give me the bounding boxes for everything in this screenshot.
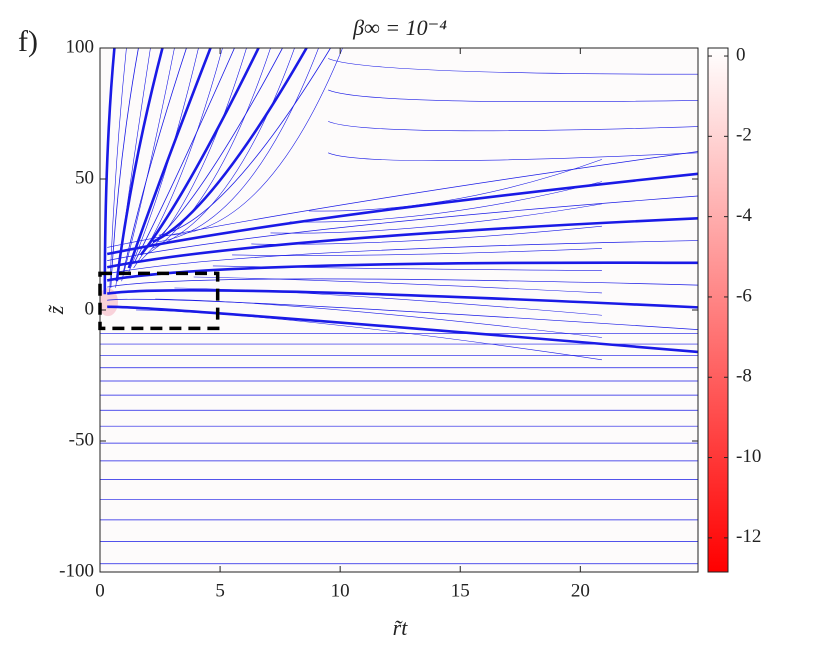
contour-line <box>232 248 602 256</box>
x-tick-label: 20 <box>571 580 590 601</box>
contour-line <box>328 121 698 132</box>
contour-line <box>107 305 698 354</box>
contour-line <box>174 287 602 316</box>
contour-line <box>134 48 235 262</box>
chart-title: β∞ = 10⁻⁴ <box>352 15 447 40</box>
contour-line <box>107 240 698 275</box>
contour-line <box>136 309 602 361</box>
contour-line <box>107 278 698 288</box>
contour-line <box>115 48 164 282</box>
y-tick-label: -50 <box>69 429 94 450</box>
x-axis-label: r̃t <box>393 615 409 640</box>
red-spot <box>100 288 118 317</box>
contour-line <box>127 48 199 275</box>
contour-line <box>308 159 603 212</box>
contour-line <box>109 48 127 295</box>
colorbar-tick-label: -4 <box>736 205 752 226</box>
colorbar-tick-label: -10 <box>736 446 761 467</box>
colorbar-tick-label: -8 <box>736 366 752 387</box>
plot-area <box>100 48 698 572</box>
x-tick-label: 5 <box>215 580 225 601</box>
contour-line <box>106 172 698 256</box>
contour-line <box>106 217 698 269</box>
contour-line <box>139 48 260 256</box>
highlight-region <box>98 271 220 331</box>
y-tick-label: 0 <box>85 298 95 319</box>
y-tick-label: -100 <box>59 560 94 581</box>
contour-line <box>328 89 698 103</box>
contour-line <box>107 151 698 248</box>
contour-line <box>110 48 139 288</box>
colorbar-tick-label: -12 <box>736 526 761 547</box>
contour-line <box>103 48 116 295</box>
colorbar <box>707 47 729 573</box>
x-tick-label: 10 <box>331 580 350 601</box>
contour-line <box>106 261 698 282</box>
colorbar-tick-label: 0 <box>736 44 746 65</box>
contour-line <box>107 298 698 330</box>
contour-line <box>251 225 602 245</box>
contour-line <box>107 195 698 261</box>
colorbar-tick-label: -2 <box>736 125 752 146</box>
x-tick-label: 0 <box>95 580 105 601</box>
contour-line <box>157 48 319 243</box>
contour-line <box>270 203 602 234</box>
contour-line <box>106 289 698 309</box>
contour-line <box>155 298 602 338</box>
colorbar-tick-label: -6 <box>736 285 752 306</box>
panel-label: f) <box>18 25 38 58</box>
contour-line <box>212 265 602 271</box>
contours <box>100 48 698 565</box>
contour-line <box>328 152 698 161</box>
contour-line <box>146 48 283 249</box>
contour-line <box>158 48 331 236</box>
y-tick-label: 50 <box>75 167 94 188</box>
x-tick-label: 15 <box>451 580 470 601</box>
contour-line <box>289 181 603 223</box>
contour-line <box>328 58 698 75</box>
y-tick-label: 100 <box>66 36 95 57</box>
y-axis-label: z̃ <box>43 305 68 316</box>
contour-line <box>127 48 212 269</box>
contour-line <box>163 48 343 236</box>
contour-line <box>193 276 602 294</box>
